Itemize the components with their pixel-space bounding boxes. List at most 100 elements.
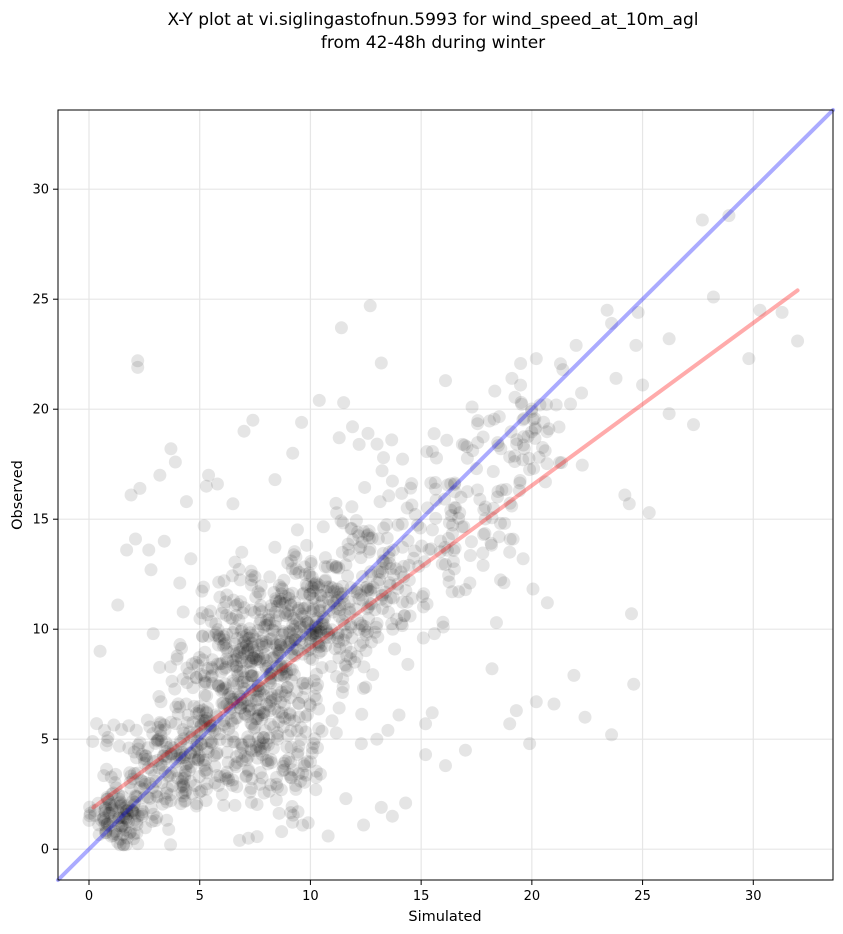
- data-point: [140, 752, 154, 766]
- data-point: [180, 661, 194, 675]
- data-point: [342, 602, 356, 616]
- data-point: [578, 710, 592, 724]
- data-point: [722, 209, 736, 223]
- data-point: [104, 770, 118, 784]
- data-point: [454, 490, 468, 504]
- data-point: [341, 625, 355, 639]
- data-point: [282, 637, 296, 651]
- data-point: [264, 691, 278, 705]
- data-point: [238, 708, 252, 722]
- data-point: [276, 596, 290, 610]
- data-point: [230, 756, 244, 770]
- data-point: [254, 744, 268, 758]
- data-point: [164, 794, 178, 808]
- data-point: [261, 757, 275, 771]
- data-point: [453, 506, 467, 520]
- data-point: [230, 649, 244, 663]
- data-point: [264, 687, 278, 701]
- data-point: [342, 542, 356, 556]
- data-point: [499, 483, 513, 497]
- data-point: [298, 759, 312, 773]
- data-point: [293, 620, 307, 634]
- data-point: [284, 597, 298, 611]
- data-point: [306, 591, 320, 605]
- data-point: [465, 400, 479, 414]
- data-point: [224, 690, 238, 704]
- data-point: [234, 692, 248, 706]
- data-point: [382, 551, 396, 565]
- data-point: [308, 619, 322, 633]
- data-point: [150, 733, 164, 747]
- data-point: [408, 544, 422, 558]
- data-point: [349, 602, 363, 616]
- chart-subtitle: from 42-48h during winter: [321, 33, 545, 53]
- data-point: [321, 829, 335, 843]
- data-point: [233, 701, 247, 715]
- data-point: [375, 566, 389, 580]
- data-point: [539, 398, 553, 412]
- data-point: [265, 664, 279, 678]
- data-point: [309, 783, 323, 797]
- data-point: [375, 601, 389, 615]
- data-point: [316, 617, 330, 631]
- data-point: [273, 658, 287, 672]
- data-point: [202, 468, 216, 482]
- data-point: [208, 776, 222, 790]
- data-point: [269, 793, 283, 807]
- data-point: [505, 371, 519, 385]
- data-point: [341, 569, 355, 583]
- data-point: [504, 425, 518, 439]
- data-point: [99, 738, 113, 752]
- data-point: [288, 595, 302, 609]
- data-point: [471, 436, 485, 450]
- data-point: [394, 565, 408, 579]
- data-point: [307, 578, 321, 592]
- data-point: [239, 639, 253, 653]
- data-point: [194, 726, 208, 740]
- data-point: [555, 456, 569, 470]
- data-point: [232, 562, 246, 576]
- data-point: [505, 499, 519, 513]
- data-point: [300, 580, 314, 594]
- data-point: [323, 631, 337, 645]
- data-point: [395, 619, 409, 633]
- data-point: [121, 807, 135, 821]
- data-point: [112, 788, 126, 802]
- data-point: [234, 595, 248, 609]
- data-point: [189, 671, 203, 685]
- data-point: [339, 640, 353, 654]
- data-point: [245, 568, 259, 582]
- data-point: [97, 811, 111, 825]
- data-point: [631, 305, 645, 319]
- data-point: [260, 613, 274, 627]
- data-point: [231, 677, 245, 691]
- data-point: [246, 629, 260, 643]
- data-point: [255, 748, 269, 762]
- data-point: [503, 717, 517, 731]
- data-point: [263, 667, 277, 681]
- data-point: [355, 618, 369, 632]
- data-point: [244, 716, 258, 730]
- data-point: [246, 669, 260, 683]
- data-point: [147, 769, 161, 783]
- data-point: [153, 660, 167, 674]
- data-point: [419, 717, 433, 731]
- data-point: [444, 477, 458, 491]
- data-point: [477, 503, 491, 517]
- data-point: [753, 303, 767, 317]
- data-point: [262, 731, 276, 745]
- data-point: [503, 532, 517, 546]
- data-point: [514, 395, 528, 409]
- data-point: [243, 626, 257, 640]
- data-point: [460, 451, 474, 465]
- data-point: [228, 621, 242, 635]
- data-point: [427, 427, 441, 441]
- y-tick-label: 15: [32, 513, 49, 528]
- data-point: [411, 518, 425, 532]
- data-point: [354, 737, 368, 751]
- data-point: [213, 657, 227, 671]
- data-point: [476, 430, 490, 444]
- data-point: [286, 630, 300, 644]
- data-point: [257, 786, 271, 800]
- data-point: [236, 636, 250, 650]
